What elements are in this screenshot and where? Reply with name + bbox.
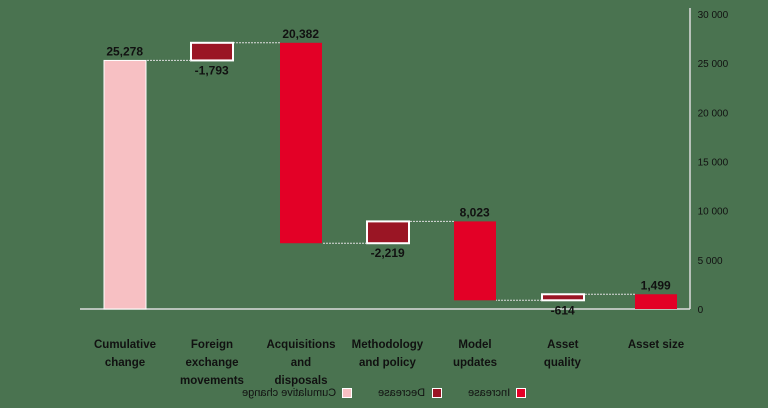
bar-decrease — [541, 293, 585, 302]
category-label: disposals — [274, 375, 327, 387]
category-label: and policy — [359, 357, 416, 369]
bar-increase — [280, 42, 322, 244]
bar-increase — [454, 221, 496, 301]
increase-swatch-icon — [515, 388, 526, 398]
category-label: movements — [180, 375, 244, 387]
category-label: exchange — [185, 357, 238, 369]
y-tick-label: 0 — [698, 305, 704, 316]
value-label: 25,278 — [106, 44, 143, 58]
category-label: updates — [453, 357, 497, 369]
y-tick-label: 20 000 — [698, 108, 729, 119]
value-label: -1,793 — [195, 63, 229, 77]
cumulative-swatch-icon — [342, 388, 353, 398]
category-label: Cumulative — [94, 339, 156, 351]
category-label: Foreign — [191, 339, 233, 351]
legend-item-cumulative: Cumulative change — [242, 384, 353, 402]
category-label: Acquisitions — [266, 339, 335, 351]
category-label: change — [105, 357, 145, 369]
bar-decrease — [366, 220, 410, 245]
value-label: -614 — [551, 303, 575, 317]
value-label: 20,382 — [282, 27, 319, 41]
category-label: Model — [458, 339, 491, 351]
y-tick-label: 25 000 — [698, 59, 729, 70]
bar-decrease — [190, 41, 234, 62]
category-label: Asset — [547, 339, 578, 351]
category-label: quality — [544, 357, 582, 369]
decrease-swatch-icon — [431, 388, 442, 398]
y-tick-label: 30 000 — [698, 10, 729, 21]
category-label: and — [291, 357, 311, 369]
y-tick-label: 5 000 — [698, 256, 723, 267]
bar-total — [103, 59, 147, 310]
legend-item-decrease: Decrease — [378, 384, 442, 402]
value-label: 1,499 — [641, 278, 671, 292]
value-label: -2,219 — [371, 246, 405, 260]
legend-item-increase: Increase — [468, 384, 526, 402]
bar-increase — [635, 294, 677, 309]
category-label: Asset size — [628, 339, 684, 351]
legend-label: Decrease — [378, 387, 426, 399]
y-tick-label: 15 000 — [698, 158, 729, 169]
legend-label: Cumulative change — [242, 387, 337, 399]
category-label: Methodology — [352, 339, 424, 351]
chart-legend: Increase Decrease Cumulative change — [0, 384, 768, 402]
value-label: 8,023 — [460, 205, 490, 219]
y-tick-label: 10 000 — [698, 207, 729, 218]
legend-label: Increase — [467, 387, 510, 399]
